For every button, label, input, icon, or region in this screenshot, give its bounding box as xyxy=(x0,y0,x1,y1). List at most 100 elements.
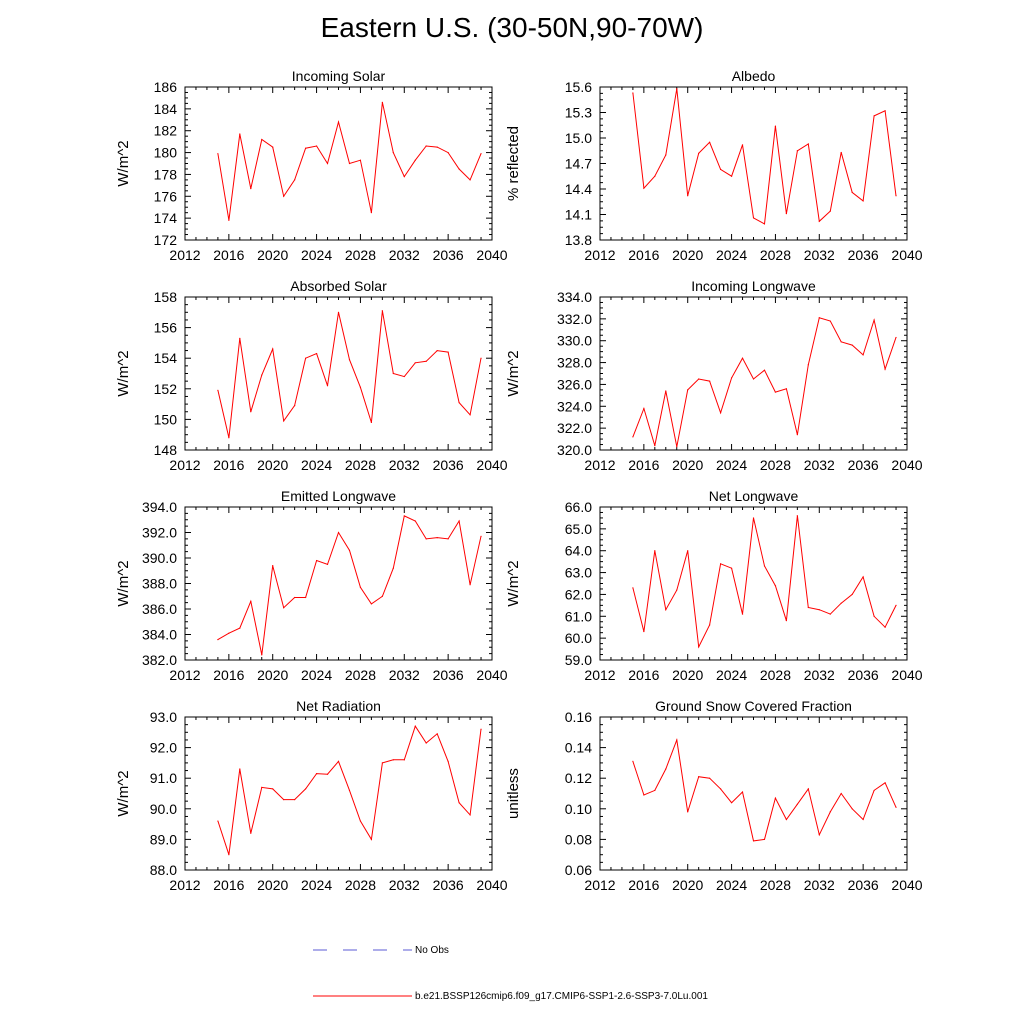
y-tick-label: 320.0 xyxy=(557,442,592,458)
data-point xyxy=(250,411,252,413)
data-point xyxy=(348,549,351,551)
x-tick-label: 2020 xyxy=(257,457,288,473)
x-tick-label: 2036 xyxy=(848,667,879,683)
data-point xyxy=(785,818,787,821)
y-axis-label: W/m^2 xyxy=(505,350,522,396)
data-point xyxy=(348,162,351,165)
data-point xyxy=(392,372,394,375)
data-point xyxy=(359,159,362,161)
data-point xyxy=(676,446,678,448)
figure-title: Eastern U.S. (30-50N,90-70W) xyxy=(320,12,704,43)
data-point xyxy=(436,733,438,735)
x-tick-label: 2028 xyxy=(760,877,791,893)
data-point xyxy=(687,811,689,813)
data-point xyxy=(730,377,733,379)
data-point xyxy=(480,153,482,155)
y-tick-label: 382.0 xyxy=(142,652,177,668)
data-point xyxy=(403,759,405,761)
data-point xyxy=(829,613,831,615)
data-point xyxy=(752,378,755,380)
x-tick-label: 2016 xyxy=(628,247,659,263)
x-tick-label: 2028 xyxy=(760,457,791,473)
data-point xyxy=(741,791,744,793)
y-tick-label: 90.0 xyxy=(150,801,177,817)
data-point xyxy=(217,389,219,391)
y-tick-label: 14.7 xyxy=(565,156,592,172)
data-point xyxy=(294,179,296,181)
data-point xyxy=(261,786,263,788)
data-point xyxy=(796,434,798,436)
y-axis-label: unitless xyxy=(505,768,522,819)
x-tick-label: 2040 xyxy=(891,877,922,893)
x-tick-label: 2032 xyxy=(804,457,835,473)
legend-model-label: b.e21.BSSP126cmip6.f09_g17.CMIP6-SSP1-2.… xyxy=(415,991,708,1002)
panel-8: Ground Snow Covered Fraction unitless 2012… xyxy=(505,698,923,893)
data-point xyxy=(326,385,329,387)
data-point xyxy=(217,820,219,822)
data-point xyxy=(665,154,667,156)
plot-frame xyxy=(184,296,493,451)
data-point xyxy=(643,407,645,410)
data-point xyxy=(730,567,733,569)
x-tick-label: 2016 xyxy=(628,457,659,473)
data-point xyxy=(763,565,766,567)
x-tick-label: 2012 xyxy=(169,247,200,263)
x-tick-label: 2032 xyxy=(804,667,835,683)
data-point xyxy=(403,515,405,517)
x-tick-label: 2032 xyxy=(389,457,420,473)
x-tick-label: 2024 xyxy=(301,247,332,263)
data-point xyxy=(676,589,678,591)
data-point xyxy=(370,603,372,605)
data-point xyxy=(796,803,798,805)
y-tick-label: 388.0 xyxy=(142,576,177,592)
data-point xyxy=(829,320,831,322)
y-tick-label: 0.12 xyxy=(565,770,592,786)
data-point xyxy=(359,586,362,588)
x-tick-label: 2032 xyxy=(389,667,420,683)
data-point xyxy=(217,639,219,641)
y-tick-label: 152 xyxy=(154,381,178,397)
x-tick-label: 2020 xyxy=(257,877,288,893)
y-tick-label: 182 xyxy=(154,123,178,139)
data-point xyxy=(272,565,274,567)
data-point xyxy=(785,620,787,622)
y-tick-label: 392.0 xyxy=(142,525,177,541)
data-point xyxy=(458,401,460,404)
data-point xyxy=(785,388,787,390)
series-line xyxy=(632,88,897,225)
x-tick-label: 2012 xyxy=(584,457,615,473)
y-tick-label: 64.0 xyxy=(565,543,592,559)
x-tick-label: 2028 xyxy=(345,247,376,263)
x-tick-label: 2012 xyxy=(169,457,200,473)
data-point xyxy=(315,773,318,775)
y-tick-label: 394.0 xyxy=(142,499,177,515)
x-tick-label: 2012 xyxy=(584,667,615,683)
panel-2: Albedo % reflected 2012 2016 2020 2024 2028 203… xyxy=(505,68,923,263)
x-tick-label: 2036 xyxy=(848,877,879,893)
data-point xyxy=(698,776,700,778)
data-point xyxy=(687,389,689,391)
data-point xyxy=(305,147,307,149)
data-point xyxy=(250,832,252,834)
data-point xyxy=(818,834,820,836)
y-tick-label: 60.0 xyxy=(565,630,592,646)
y-tick-label: 63.0 xyxy=(565,565,592,581)
data-point xyxy=(337,121,340,123)
y-tick-label: 14.4 xyxy=(565,181,592,197)
data-point xyxy=(851,593,853,596)
panel-5: Emitted Longwave W/m^2 2012 2016 2020 2024 202… xyxy=(115,488,508,683)
y-tick-label: 13.8 xyxy=(565,232,592,248)
data-point xyxy=(381,101,383,103)
x-tick-label: 2032 xyxy=(389,877,420,893)
y-tick-label: 59.0 xyxy=(565,652,592,668)
y-tick-label: 93.0 xyxy=(150,709,177,725)
data-point xyxy=(337,760,340,762)
data-point xyxy=(741,144,744,146)
data-point xyxy=(654,789,656,792)
data-point xyxy=(315,145,318,147)
data-point xyxy=(337,531,340,534)
data-point xyxy=(348,789,351,792)
x-tick-label: 2040 xyxy=(891,667,922,683)
data-point xyxy=(774,585,777,587)
